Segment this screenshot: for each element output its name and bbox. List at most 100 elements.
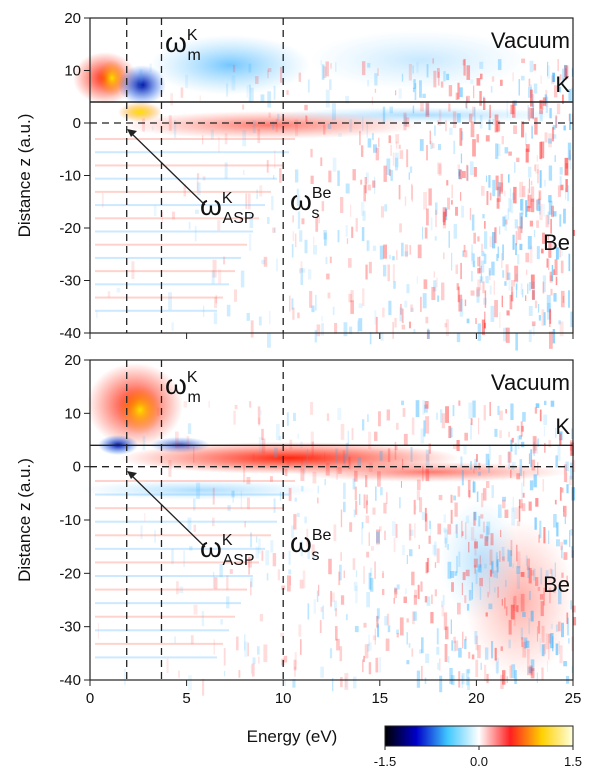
speckle (326, 413, 330, 421)
speckle (472, 400, 476, 418)
speckle (288, 550, 291, 565)
speckle (491, 562, 493, 570)
speckle (419, 497, 423, 513)
speckle (477, 279, 482, 291)
speckle (456, 332, 461, 343)
speckle (449, 127, 453, 135)
speckle (268, 112, 271, 118)
speckle (502, 216, 506, 227)
speckle (511, 292, 514, 302)
speckle (538, 191, 541, 199)
speckle (291, 298, 294, 310)
speckle (328, 558, 332, 575)
speckle (299, 579, 304, 589)
speckle (188, 675, 192, 691)
speckle (505, 579, 507, 587)
speckle (480, 662, 482, 670)
speckle (190, 635, 194, 645)
annotation: ωK m (165, 369, 201, 406)
speckle (456, 113, 461, 123)
speckle (496, 198, 500, 209)
speckle (568, 88, 572, 101)
speckle (416, 490, 420, 501)
speckle (496, 559, 499, 573)
speckle (569, 530, 571, 548)
speckle (507, 451, 512, 463)
speckle (425, 562, 429, 574)
speckle (528, 282, 532, 291)
annotation-base: ω (200, 532, 222, 563)
speckle (569, 113, 571, 130)
speckle (558, 320, 561, 325)
speckle (351, 427, 354, 440)
speckle (243, 169, 245, 175)
speckle (409, 245, 412, 255)
speckle (393, 537, 396, 552)
speckle (482, 214, 485, 219)
speckle (257, 128, 261, 144)
speckle (400, 481, 403, 488)
speckle (491, 261, 495, 276)
speckle (504, 219, 508, 225)
speckle (383, 502, 387, 514)
speckle (294, 169, 299, 183)
speckle (544, 442, 546, 453)
speckle (325, 61, 329, 77)
speckle (434, 202, 438, 215)
stripe (95, 534, 271, 537)
speckle (496, 555, 498, 566)
speckle (502, 244, 504, 261)
speckle (343, 454, 346, 464)
speckle (493, 570, 497, 578)
speckle (257, 406, 261, 425)
speckle (258, 538, 261, 554)
speckle (528, 107, 530, 121)
speckle (562, 77, 565, 83)
speckle (504, 190, 506, 197)
speckle (249, 401, 252, 408)
speckle (382, 572, 384, 579)
speckle (563, 208, 566, 224)
speckle (440, 409, 443, 423)
speckle (435, 209, 437, 228)
speckle (354, 486, 357, 501)
speckle (171, 211, 176, 220)
x-axis-label: Energy (eV) (247, 727, 338, 746)
speckle (311, 305, 315, 313)
speckle (541, 644, 545, 657)
speckle (388, 300, 392, 316)
speckle (275, 118, 278, 133)
speckle (320, 157, 323, 167)
speckle (331, 103, 336, 121)
speckle (557, 59, 559, 72)
speckle (417, 584, 420, 599)
speckle (378, 137, 380, 147)
speckle (361, 522, 364, 529)
speckle (549, 108, 552, 119)
speckle (347, 430, 349, 445)
speckle (498, 181, 501, 197)
speckle (450, 509, 453, 524)
speckle (538, 534, 540, 543)
speckle (183, 184, 187, 197)
speckle (470, 418, 473, 426)
speckle (365, 172, 369, 184)
speckle (475, 569, 478, 585)
speckle (350, 300, 354, 314)
speckle (196, 482, 201, 499)
speckle (547, 235, 549, 241)
speckle (244, 634, 246, 651)
speckle (368, 431, 372, 450)
speckle (485, 175, 488, 182)
speckle (97, 622, 99, 639)
speckle (227, 505, 231, 511)
speckle (487, 527, 490, 540)
speckle (499, 226, 501, 235)
speckle (406, 149, 409, 168)
speckle (240, 270, 245, 288)
speckle (473, 85, 475, 99)
speckle (525, 144, 530, 152)
speckle (457, 286, 460, 303)
speckle (430, 464, 433, 470)
arrow-head (127, 471, 137, 479)
